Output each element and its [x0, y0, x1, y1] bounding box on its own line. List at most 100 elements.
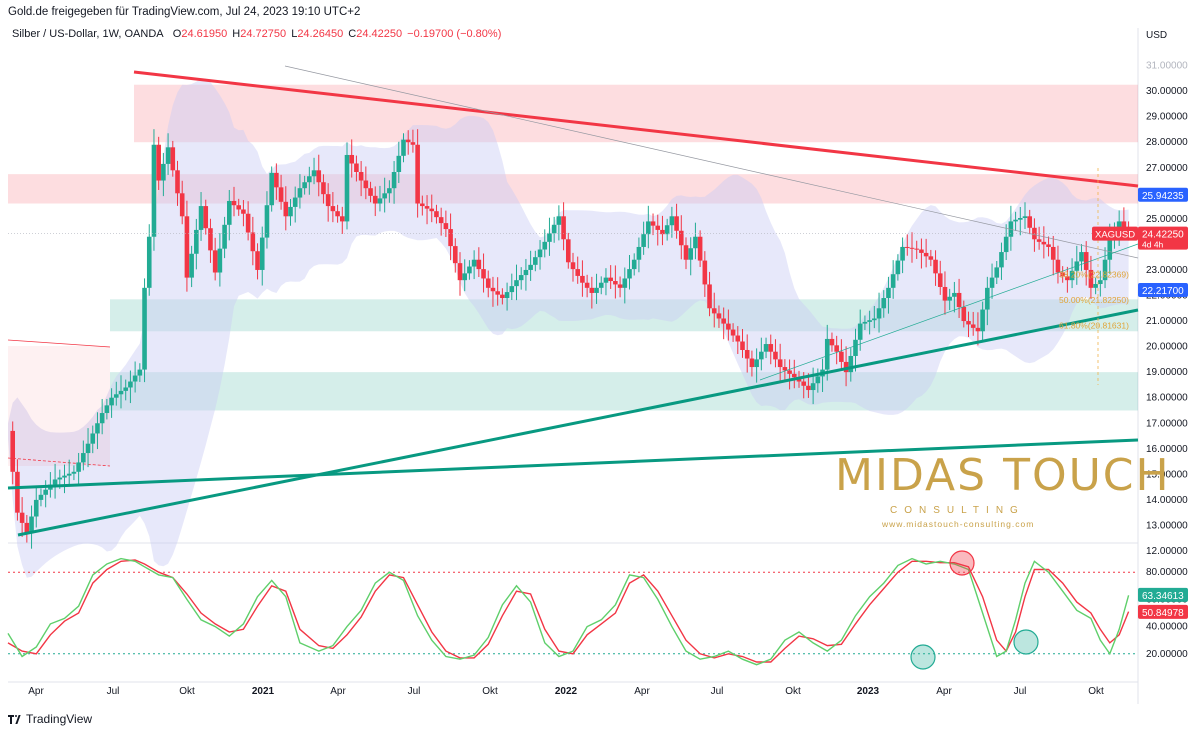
candle-body	[236, 205, 242, 210]
oversold-highlight-circle-2	[1013, 629, 1039, 655]
candle-body	[485, 278, 491, 288]
candle-body	[372, 195, 378, 204]
candle-body	[245, 213, 251, 233]
candle-body	[1022, 216, 1028, 218]
candle-body	[208, 228, 213, 251]
price-tick-label: 14.00000	[1146, 495, 1188, 506]
symbol-name[interactable]: Silber / US-Dollar, 1W, OANDA	[12, 28, 164, 40]
high-label: H	[232, 28, 241, 40]
candle-body	[165, 147, 171, 164]
candle-body	[288, 206, 293, 217]
candle-body	[118, 390, 124, 395]
candle-body	[754, 359, 759, 368]
candle-body	[212, 250, 218, 273]
candle-body	[735, 335, 741, 342]
candle-body	[777, 359, 783, 368]
time-tick-label: Okt	[482, 686, 498, 697]
candle-body	[556, 216, 562, 225]
midas-touch-watermark: MIDAS TOUCH CONSULTING www.midastouch-cons…	[835, 450, 1169, 529]
time-tick-label: Jul	[1014, 686, 1027, 697]
candle-body	[641, 234, 646, 247]
candle-body	[669, 216, 675, 226]
candle-body	[250, 232, 256, 252]
candle-body	[575, 269, 581, 276]
candle-body	[518, 275, 524, 281]
candle-body	[744, 350, 750, 359]
price-tick-label: 16.00000	[1146, 444, 1188, 455]
candle-body	[377, 198, 383, 204]
resistance-marker-label: 25.94235	[1142, 191, 1184, 202]
candle-body	[19, 512, 25, 523]
candle-body	[495, 291, 500, 295]
currency-label: USD	[1146, 30, 1167, 41]
candle-body	[415, 144, 420, 204]
candle-body	[834, 345, 839, 352]
candle-body	[768, 344, 774, 352]
candle-body	[1046, 244, 1051, 247]
candle-body	[363, 180, 369, 189]
close-label: C	[348, 28, 357, 40]
price-tick-label: 12.00000	[1146, 546, 1188, 557]
candle-body	[292, 197, 298, 207]
candle-body	[471, 259, 477, 267]
candle-body	[405, 139, 411, 143]
time-tick-label: Jul	[711, 686, 724, 697]
candle-body	[848, 355, 854, 373]
candle-body	[933, 259, 938, 274]
candle-body	[565, 239, 571, 263]
tradingview-icon	[8, 715, 22, 724]
support-trendline	[17, 308, 1139, 537]
candle-body	[170, 147, 176, 171]
price-tick-label: 19.00000	[1146, 367, 1188, 378]
price-tick-label: 13.00000	[1146, 520, 1188, 531]
footer: TradingView	[0, 708, 1200, 731]
candle-body	[339, 216, 345, 222]
candle-body	[613, 281, 618, 285]
candle-body	[801, 381, 807, 386]
stoch-k-bg	[1138, 587, 1188, 602]
candle-body	[179, 193, 185, 217]
candle-body	[1069, 270, 1075, 281]
candle-body	[749, 358, 755, 368]
candle-body	[175, 170, 180, 194]
tradingview-logo[interactable]: TradingView	[8, 712, 92, 726]
candle-body	[617, 284, 623, 288]
candle-body	[999, 252, 1004, 268]
candle-body	[109, 397, 114, 406]
candle-body	[156, 144, 161, 181]
candle-body	[321, 182, 326, 195]
candle-body	[1013, 219, 1018, 222]
candle-body	[434, 211, 439, 218]
candle-body	[128, 381, 133, 388]
candle-body	[947, 296, 952, 301]
candle-body	[1088, 269, 1094, 288]
stoch-k-value: 63.34613	[1142, 591, 1184, 602]
candle-body	[222, 224, 227, 249]
candle-body	[881, 298, 887, 309]
candle-body	[716, 313, 722, 319]
candle-body	[1041, 241, 1047, 245]
candle-body	[307, 176, 312, 183]
candle-body	[514, 280, 519, 287]
candle-body	[358, 172, 364, 181]
candle-body	[598, 282, 604, 288]
candle-body	[966, 321, 971, 325]
candle-body	[316, 170, 322, 183]
support-marker-label-bg	[1138, 282, 1188, 297]
candle-body	[688, 248, 694, 260]
candle-body	[255, 251, 260, 270]
candle-body	[490, 287, 496, 292]
candle-body	[1121, 221, 1127, 228]
candle-body	[660, 229, 665, 235]
stoch-d-value: 50.84978	[1142, 608, 1184, 619]
source-attribution: Gold.de freigegeben für TradingView.com,…	[8, 6, 361, 18]
candle-body	[344, 154, 350, 222]
candle-body	[99, 413, 105, 424]
candle-body	[382, 193, 387, 199]
candle-body	[584, 282, 590, 288]
chart-header: Gold.de freigegeben für TradingView.com,…	[0, 0, 1200, 26]
oversold-highlight-circle-1	[910, 644, 936, 670]
candle-body	[580, 275, 585, 283]
symbol-tag-label: XAGUSD	[1095, 230, 1135, 241]
